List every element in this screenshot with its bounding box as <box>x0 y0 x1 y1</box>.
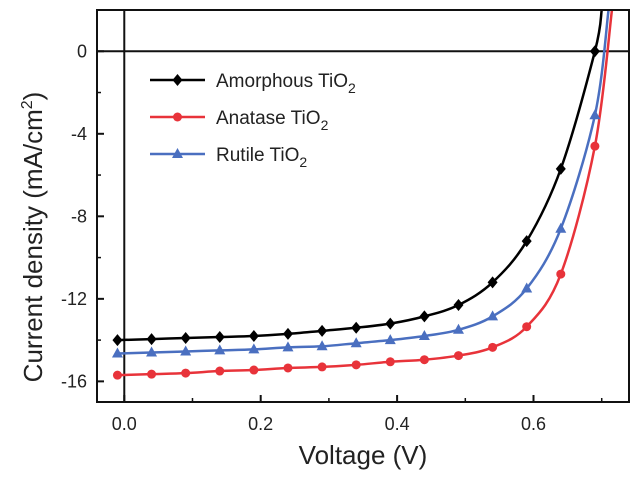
data-point-rutile <box>316 340 328 351</box>
data-point-anatase <box>147 369 157 379</box>
data-point-rutile <box>487 310 499 321</box>
data-point-rutile <box>214 344 226 355</box>
series-layer <box>111 10 614 380</box>
x-tick-label: 0.4 <box>385 414 410 434</box>
legend: Amorphous TiO2 Anatase TiO2 Rutile TiO2 <box>150 71 356 170</box>
series-line-anatase <box>117 10 614 377</box>
axis-ticks: 0.0 0.2 0.4 0.6 0 -4 -8 -12 -16 <box>61 41 603 434</box>
data-point-anatase <box>249 365 259 375</box>
series-amorphous <box>112 10 603 347</box>
legend-marker <box>172 148 183 158</box>
data-point-amorphous <box>146 333 157 346</box>
data-point-amorphous <box>419 310 430 323</box>
y-tick-label: -4 <box>71 124 87 144</box>
data-point-rutile <box>282 341 294 352</box>
series-rutile <box>111 10 610 358</box>
legend-item-anatase: Anatase TiO2 <box>150 108 329 133</box>
plot-frame <box>96 9 630 403</box>
data-point-amorphous <box>282 327 293 340</box>
zero-lines <box>97 10 629 402</box>
data-point-anatase <box>453 351 463 361</box>
data-point-anatase <box>181 368 191 378</box>
data-point-amorphous <box>112 334 123 347</box>
y-axis-title: Current density (mA/cm2) <box>18 92 48 383</box>
x-axis-title: Voltage (V) <box>299 440 428 470</box>
legend-label: Amorphous TiO2 <box>216 71 356 96</box>
y-tick-label: 0 <box>77 41 87 61</box>
y-tick-label: -12 <box>61 289 87 309</box>
legend-label: Rutile TiO2 <box>216 145 307 170</box>
data-point-amorphous <box>487 276 498 289</box>
x-tick-label: 0.2 <box>248 414 273 434</box>
data-point-anatase <box>215 366 225 376</box>
x-tick-label: 0.6 <box>521 414 546 434</box>
data-point-rutile <box>418 329 430 340</box>
data-point-anatase <box>590 141 600 151</box>
data-point-anatase <box>283 363 293 373</box>
legend-marker <box>172 74 183 86</box>
data-point-anatase <box>556 269 566 279</box>
data-point-anatase <box>419 355 429 365</box>
y-tick-label: -16 <box>61 371 87 391</box>
data-point-rutile <box>384 334 396 345</box>
data-point-amorphous <box>589 45 600 58</box>
data-point-amorphous <box>248 329 259 342</box>
legend-label: Anatase TiO2 <box>216 108 329 133</box>
data-point-rutile <box>555 222 567 233</box>
data-point-anatase <box>385 357 395 367</box>
data-point-rutile <box>248 343 260 354</box>
y-tick-label: -8 <box>71 206 87 226</box>
data-point-amorphous <box>317 324 328 337</box>
legend-item-amorphous: Amorphous TiO2 <box>150 71 356 96</box>
data-point-amorphous <box>180 332 191 345</box>
data-point-rutile <box>452 323 464 334</box>
data-point-amorphous <box>521 235 532 248</box>
data-point-anatase <box>317 362 327 372</box>
data-point-amorphous <box>385 317 396 330</box>
x-tick-label: 0.0 <box>112 414 137 434</box>
data-point-amorphous <box>555 162 566 175</box>
series-line-rutile <box>117 10 610 355</box>
data-point-anatase <box>351 360 361 370</box>
legend-item-rutile: Rutile TiO2 <box>150 145 307 170</box>
data-point-amorphous <box>214 331 225 344</box>
data-point-rutile <box>146 346 158 357</box>
data-point-rutile <box>180 345 192 356</box>
y-axis-title-superscript: 2 <box>19 100 36 109</box>
data-point-rutile <box>521 282 533 293</box>
data-point-anatase <box>488 342 498 352</box>
series-anatase <box>112 10 614 380</box>
data-point-rutile <box>350 337 362 348</box>
data-point-amorphous <box>453 299 464 312</box>
data-point-amorphous <box>351 321 362 334</box>
legend-marker <box>173 112 182 122</box>
data-point-anatase <box>522 322 532 332</box>
data-point-rutile <box>589 109 601 120</box>
data-point-rutile <box>111 347 123 358</box>
data-point-anatase <box>112 370 122 380</box>
series-line-amorphous <box>117 10 603 342</box>
